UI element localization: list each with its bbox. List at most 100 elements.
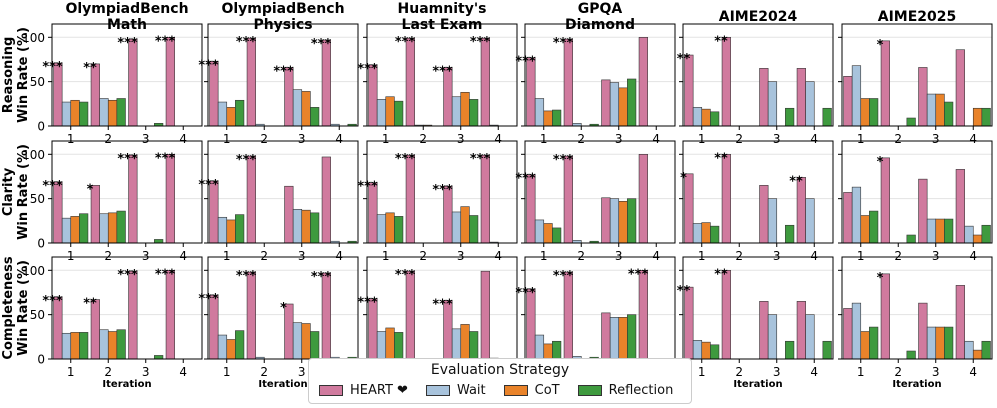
xtick-label-0-1-2: 3 [298,132,306,146]
bar-1-0-1-3 [116,210,126,244]
significance-0-1-1: *** [236,35,257,50]
column-title-3-0: GPQA [578,1,623,17]
xtick-label-0-2-2: 3 [457,132,465,146]
xtick-label-2-4-2: 3 [773,365,781,379]
bar-1-1-2-0 [284,185,294,244]
bar-0-4-2-1 [767,81,778,127]
xtick-label-2-5-1: 2 [894,365,902,379]
xtick-label-2-0-3: 4 [179,365,187,379]
bar-0-4-3-3 [822,107,832,127]
bar-1-5-0-0 [843,192,853,244]
bar-1-3-2-2 [618,201,628,244]
bar-2-3-0-2 [543,343,553,360]
xtick-label-0-2-3: 4 [494,132,502,146]
bar-2-0-0-2 [70,332,80,360]
significance-0-2-3: *** [470,35,491,50]
bar-1-5-0-2 [860,215,870,244]
significance-2-3-0: *** [515,286,536,301]
legend-entry-reflection: Reflection [577,383,673,398]
significance-0-2-1: *** [395,35,416,50]
panel-frame-0-2 [366,23,518,127]
bar-0-3-2-0 [601,79,611,127]
bar-0-5-0-0 [843,76,853,127]
xtick-label-1-4-1: 2 [735,249,743,263]
bar-0-2-2-2 [460,91,470,127]
xtick-label-1-4-3: 4 [810,249,818,263]
bar-2-2-0-1 [376,331,387,360]
significance-1-4-1: ** [714,151,728,166]
panel-frame-1-4 [682,140,834,244]
bar-0-5-0-1 [851,65,862,127]
bar-1-4-2-1 [767,198,778,244]
xtick-label-0-4-1: 2 [735,132,743,146]
bar-2-2-1-0 [405,270,415,360]
bar-0-0-2-0 [128,38,138,127]
panel-frame-2-5 [841,256,993,360]
xtick-label-2-4-3: 4 [810,365,818,379]
bar-0-3-0-2 [543,110,553,127]
bar-1-5-3-3 [981,224,991,244]
xaxis-label-1: Iteration [258,379,307,390]
significance-0-0-0: *** [42,60,63,75]
xtick-label-0-5-1: 2 [894,132,902,146]
bar-0-5-1-0 [880,40,890,127]
xaxis-label-4: Iteration [733,379,782,390]
xtick-label-0-3-1: 2 [577,132,585,146]
bar-2-5-2-0 [918,302,928,360]
xtick-label-0-4-0: 1 [698,132,706,146]
bar-0-3-3-0 [638,37,648,127]
bar-1-3-2-0 [601,197,611,244]
bar-2-5-0-2 [860,331,870,360]
bar-0-2-2-1 [451,96,462,127]
xtick-label-1-2-0: 1 [382,249,390,263]
bar-1-5-1-3 [906,234,916,244]
panel-frame-2-1 [207,256,359,360]
bar-0-5-0-3 [869,98,879,127]
bar-2-2-0-2 [385,327,395,360]
bar-1-5-0-1 [851,186,862,244]
bar-0-5-0-2 [860,98,870,127]
significance-2-3-3: *** [628,267,649,282]
significance-1-1-0: *** [198,178,219,193]
legend-title: Evaluation Strategy [430,362,570,378]
xtick-label-0-2-0: 1 [382,132,390,146]
row-ylabel-1-0: Clarity [1,167,16,216]
legend-swatch-reflection [577,385,602,396]
xtick-label-2-4-0: 1 [698,365,706,379]
xtick-label-2-5-2: 3 [932,365,940,379]
xtick-label-0-4-2: 3 [773,132,781,146]
significance-0-2-0: *** [357,62,378,77]
xtick-label-0-1-0: 1 [223,132,231,146]
bar-1-5-2-2 [935,218,945,244]
xtick-label-1-1-1: 2 [260,249,268,263]
ytick-label-0-50: 50 [30,75,45,89]
xtick-label-2-1-1: 2 [260,365,268,379]
bar-0-4-0-3 [710,111,720,127]
bar-1-5-2-1 [926,218,937,244]
significance-2-5-1: * [877,271,884,286]
xtick-label-2-0-2: 3 [142,365,150,379]
bar-2-2-2-1 [451,328,462,360]
bar-1-5-2-3 [944,218,954,244]
significance-2-1-3: *** [311,270,332,285]
bar-2-2-2-3 [469,331,479,360]
panel-frame-2-0 [51,256,203,360]
ytick-label-2-0: 0 [37,353,45,367]
xtick-label-2-4-1: 2 [735,365,743,379]
xtick-label-0-1-3: 4 [335,132,343,146]
legend-label-wait: Wait [456,383,486,398]
bar-0-0-0-1 [61,101,72,127]
significance-0-0-3: *** [155,34,176,49]
xtick-label-0-3-3: 4 [652,132,660,146]
significance-1-0-1: * [87,182,94,197]
bar-2-3-0-3 [552,340,562,360]
bar-2-4-0-3 [710,344,720,360]
bar-1-0-1-2 [107,212,118,244]
bar-2-2-3-0 [480,270,490,360]
bar-1-5-0-3 [869,210,879,244]
row-ylabel-1-1: Win Rate (%) [16,144,31,240]
row-ylabel-0-0: Reasoning [1,37,16,114]
panel-frame-0-1 [207,23,359,127]
xtick-label-1-1-3: 4 [335,249,343,263]
